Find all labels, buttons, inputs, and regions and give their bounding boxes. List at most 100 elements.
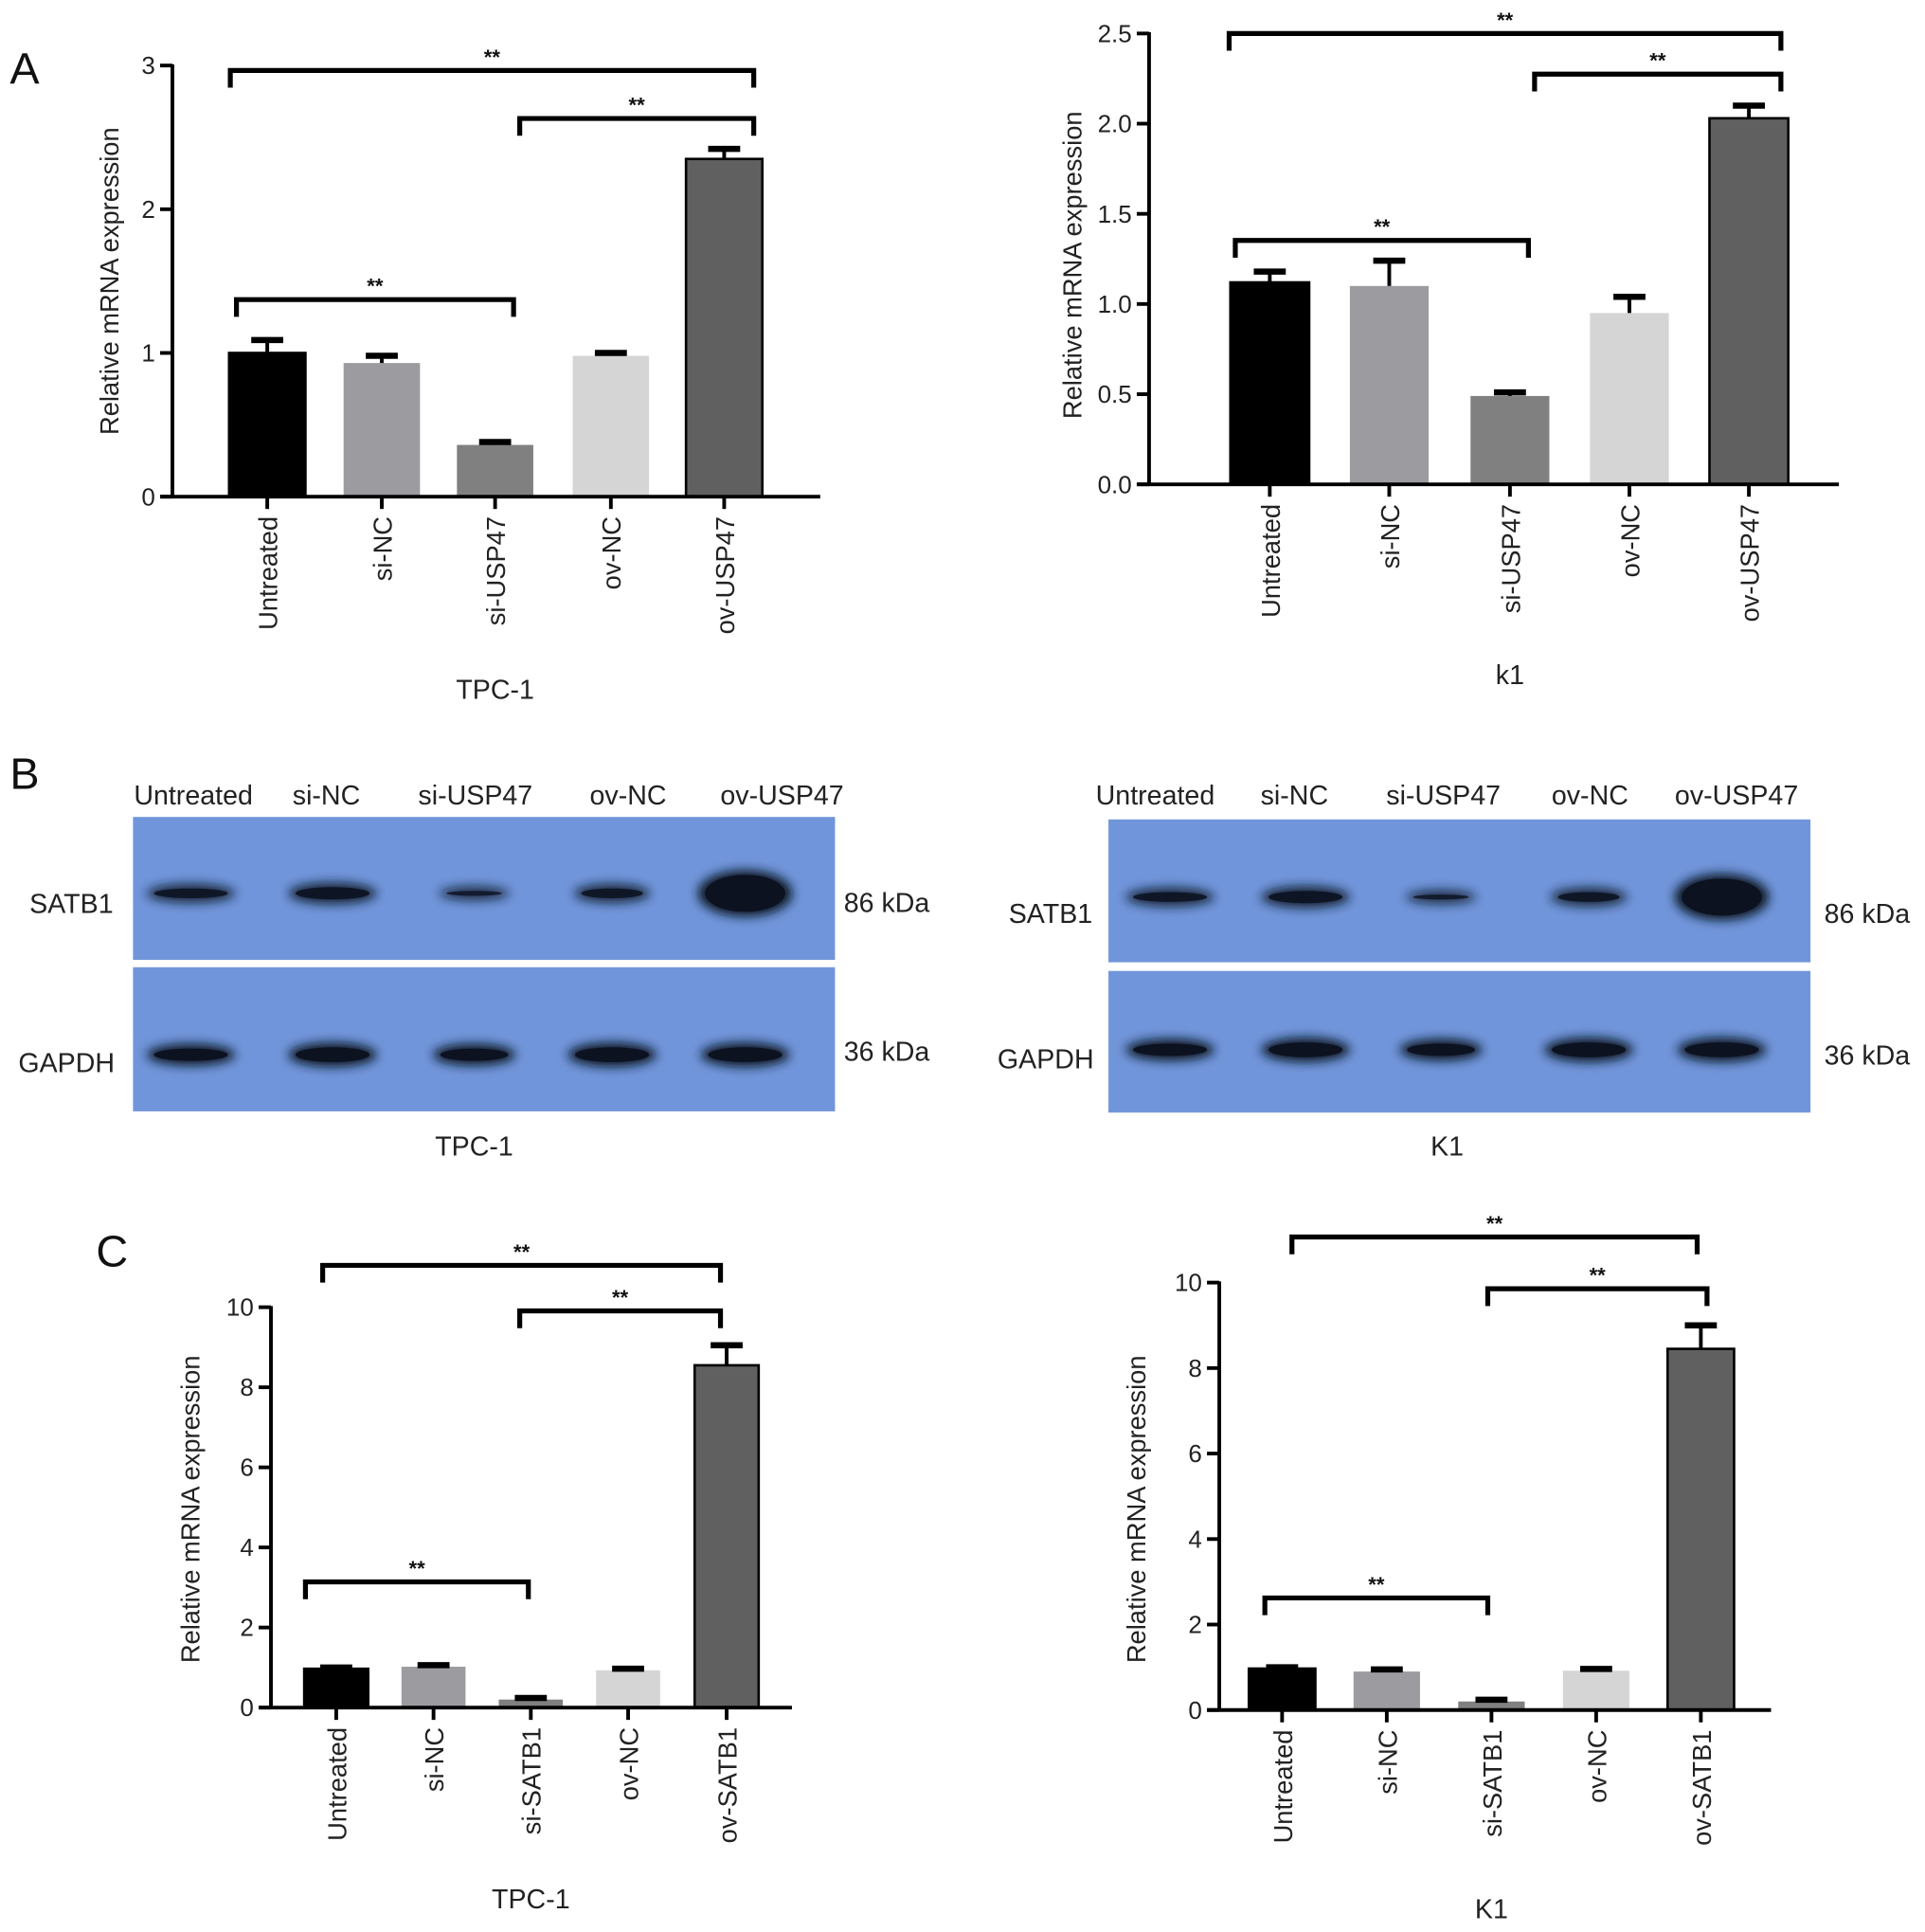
significance-label: ** [1486,1212,1503,1236]
x-axis-label: TPC-1 [456,675,534,705]
x-tick-label: Untreated [254,516,283,630]
x-tick-label: si-NC [1376,504,1405,569]
significance-bracket [1262,1595,1491,1616]
x-tick-label: ov-SATB1 [712,1727,742,1843]
x-tick-label: si-SATB1 [517,1727,547,1834]
significance-bracket [517,1308,724,1328]
bar-si-USP47 [457,444,533,497]
significance-bracket [517,116,757,136]
significance-bracket [1289,1234,1700,1255]
bar-chart-1: 0.0 0.5 1.0 1.5 2.0 2.5 Untreated si-NC si-USP47… [1057,9,1839,691]
significance-label: ** [1497,9,1514,32]
significance-label: ** [1368,1573,1385,1597]
x-axis-label: k1 [1496,660,1524,691]
y-tick-label: 0.0 [1098,470,1132,498]
protein-band-core [1268,1042,1343,1057]
significance-label: ** [408,1557,425,1580]
y-axis-label: Relative mRNA expression [95,127,124,435]
lane-label: si-USP47 [1386,781,1501,811]
significance-bracket [1484,1286,1710,1307]
protein-label: SATB1 [29,890,113,920]
significance-label: ** [367,275,384,298]
y-tick-label: 2 [1188,1611,1201,1639]
protein-band-core [575,1047,650,1062]
significance-bracket [302,1579,531,1599]
bar-ov-NC [596,1670,660,1708]
bar-ov-USP47 [684,157,765,498]
protein-band-core [1557,892,1620,902]
x-tick-label: si-USP47 [481,516,511,625]
bar-si-SATB1 [498,1699,564,1708]
y-tick-label: 0 [240,1693,253,1722]
x-tick-label: ov-NC [1615,504,1645,577]
western-blot-K1: Untreated si-NC si-USP47 ov-NC ov-USP47 SATB1… [998,781,1910,1163]
x-tick-label: si-SATB1 [1478,1730,1507,1837]
y-tick-label: 6 [240,1454,253,1482]
lane-label: ov-USP47 [720,781,843,811]
molecular-weight-label: 36 kDa [844,1038,930,1068]
cell-line-label: TPC-1 [435,1132,513,1163]
protein-band-core [1412,894,1469,900]
y-axis-label: Relative mRNA expression [1057,111,1087,419]
protein-band-core [1268,891,1343,904]
significance-bracket [1232,238,1531,258]
x-tick-label: ov-SATB1 [1687,1730,1717,1846]
bar-ov-USP47 [1708,117,1790,486]
significance-bracket [320,1262,724,1283]
protein-band-core [1682,878,1762,916]
blot-membrane-GAPDH [133,966,836,1111]
x-tick-label: ov-NC [614,1727,643,1800]
x-axis-label: TPC-1 [492,1885,570,1915]
x-tick-label: Untreated [1268,1730,1298,1844]
bar-Untreated [1229,280,1311,486]
bar-si-NC [343,363,421,497]
y-tick-label: 10 [226,1293,254,1322]
y-tick-label: 1.5 [1098,200,1132,228]
x-tick-label: si-NC [368,516,397,581]
x-axis-label: K1 [1475,1894,1508,1924]
y-tick-label: 3 [141,51,154,80]
lane-label: si-NC [293,781,360,811]
significance-label: ** [513,1240,531,1264]
protein-band-core [440,1048,509,1061]
molecular-weight-label: 86 kDa [1825,899,1911,930]
bar-si-NC [1349,285,1430,485]
bar-Untreated [1247,1667,1317,1712]
significance-label: ** [1590,1264,1607,1288]
y-tick-label: 10 [1175,1269,1202,1297]
panel-letter-c: C [96,1227,128,1276]
protein-band-core [153,1048,228,1061]
bar-ov-NC [572,355,650,497]
y-tick-label: 0 [1188,1696,1201,1724]
bar-ov-SATB1 [1665,1347,1736,1712]
lane-label: Untreated [1096,781,1215,811]
significance-label: ** [1374,215,1391,239]
y-tick-label: 2.5 [1098,19,1132,47]
lane-label: si-NC [1261,781,1328,811]
significance-bracket [234,297,516,317]
bar-chart-2: 0 2 4 6 8 10 Untreated si-NC si-SATB1 ov-NC ov-SAT… [176,1240,792,1915]
protein-band-core [1133,1043,1208,1056]
lane-label: Untreated [134,781,253,811]
panel-letter-b: B [9,749,39,798]
y-tick-label: 6 [1188,1439,1201,1468]
molecular-weight-label: 86 kDa [844,888,930,918]
x-tick-label: Untreated [1256,504,1286,618]
y-tick-label: 2 [240,1614,253,1642]
significance-label: ** [629,94,646,117]
x-tick-label: ov-NC [597,516,626,589]
y-axis-label: Relative mRNA expression [1122,1355,1151,1663]
significance-label: ** [612,1286,629,1309]
bar-Untreated [302,1667,370,1709]
protein-label: GAPDH [18,1048,115,1078]
protein-band-core [1552,1042,1627,1057]
protein-band-core [296,887,370,900]
bar-ov-SATB1 [693,1363,761,1709]
y-tick-label: 8 [1188,1354,1201,1382]
bar-si-SATB1 [1458,1701,1525,1710]
y-tick-label: 2.0 [1098,110,1132,138]
lane-label: ov-NC [590,781,667,811]
bar-si-NC [1353,1671,1420,1710]
x-tick-label: ov-USP47 [1735,504,1764,622]
